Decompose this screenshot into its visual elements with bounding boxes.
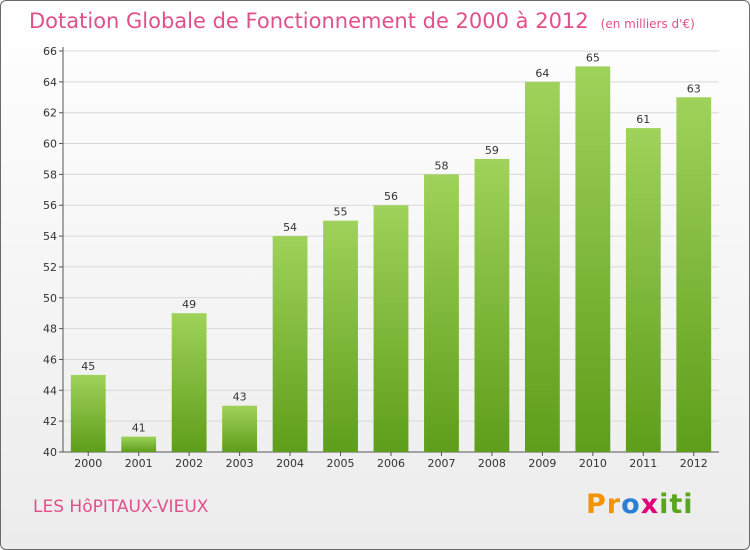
x-tick-label: 2002 (175, 457, 203, 470)
data-label: 58 (434, 159, 448, 172)
x-tick-label: 2006 (377, 457, 405, 470)
logo-letter: o (621, 489, 641, 520)
bar (474, 158, 510, 452)
x-tick-label: 2011 (629, 457, 657, 470)
data-label: 61 (636, 113, 650, 126)
data-label: 56 (384, 190, 398, 203)
bar (70, 374, 106, 452)
bars (70, 66, 712, 453)
x-tick-label: 2009 (528, 457, 556, 470)
data-label: 59 (485, 144, 499, 157)
bar (676, 97, 712, 453)
data-label: 64 (535, 67, 549, 80)
y-tick-label: 52 (43, 261, 57, 274)
data-label: 65 (586, 51, 600, 64)
x-tick-label: 2000 (74, 457, 102, 470)
proxiti-logo: Proxiti (586, 489, 694, 520)
y-tick-label: 48 (43, 323, 57, 336)
y-tick-label: 62 (43, 107, 57, 120)
y-tick-label: 56 (43, 199, 57, 212)
data-label: 41 (132, 422, 146, 435)
logo-letter: r (606, 489, 622, 520)
bar (121, 436, 157, 452)
logo-letter: i (659, 489, 670, 520)
x-tick-label: 2012 (680, 457, 708, 470)
y-tick-label: 44 (43, 384, 57, 397)
logo-letter: t (669, 489, 684, 520)
commune-name: LES HôPITAUX-VIEUX (33, 497, 209, 517)
x-tick-label: 2005 (327, 457, 355, 470)
data-label: 45 (81, 360, 95, 373)
chart-units: (en milliers d'€) (600, 17, 695, 31)
data-label: 54 (283, 221, 297, 234)
y-tick-label: 58 (43, 168, 57, 181)
labels: 40 42 44 46 48 50 52 54 56 58 60 62 64 66 45 2000 41 2001… (43, 45, 708, 470)
x-tick-label: 2007 (427, 457, 455, 470)
y-tick-label: 46 (43, 353, 57, 366)
x-tick-label: 2010 (579, 457, 607, 470)
data-label: 43 (233, 391, 247, 404)
logo-letter: P (586, 489, 607, 520)
bar (272, 236, 308, 452)
x-tick-label: 2001 (125, 457, 153, 470)
bar (424, 174, 459, 452)
y-tick-label: 64 (43, 76, 57, 89)
chart-title-text: Dotation Globale de Fonctionnement de 20… (29, 9, 589, 33)
y-tick-label: 50 (43, 292, 57, 305)
chart-title: Dotation Globale de Fonctionnement de 20… (29, 9, 695, 33)
data-label: 55 (334, 206, 348, 219)
bar (625, 128, 661, 452)
x-tick-label: 2004 (276, 457, 304, 470)
x-tick-label: 2003 (226, 457, 254, 470)
bar (575, 66, 611, 452)
data-label: 63 (687, 82, 701, 95)
y-tick-label: 54 (43, 230, 57, 243)
data-label: 49 (182, 298, 196, 311)
x-tick-label: 2008 (478, 457, 506, 470)
y-tick-label: 66 (43, 45, 57, 58)
y-tick-label: 60 (43, 138, 57, 151)
bar (373, 205, 409, 452)
bar (323, 220, 358, 452)
y-tick-label: 40 (43, 446, 57, 459)
logo-letter: i (683, 489, 694, 520)
bar (222, 405, 258, 452)
bar (171, 313, 207, 452)
y-tick-label: 42 (43, 415, 57, 428)
bar (524, 81, 560, 452)
logo-letter: x (640, 489, 660, 520)
